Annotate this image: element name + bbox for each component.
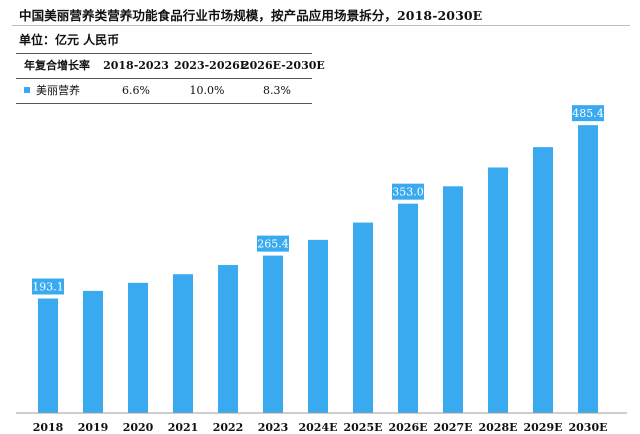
x-tick-label: 2026E xyxy=(389,421,428,434)
x-tick-label: 2019 xyxy=(78,421,109,434)
table-rule-mid xyxy=(16,78,312,79)
x-tick-label: 2024E xyxy=(299,421,338,434)
bar-2028E xyxy=(488,167,508,413)
data-label-2030E: 485.4 xyxy=(572,105,604,122)
legend-entry: 美丽营养 xyxy=(24,79,80,103)
table-header-period-2: 2023-2026E xyxy=(174,59,249,72)
x-tick-label: 2027E xyxy=(434,421,473,434)
x-tick-label: 2018 xyxy=(33,421,64,434)
data-label-box xyxy=(392,183,424,200)
cagr-value-3: 8.3% xyxy=(263,84,291,97)
table-header-label: 年复合增长率 xyxy=(24,59,90,72)
bar-2026E xyxy=(398,203,418,413)
bar-2024E xyxy=(308,239,328,413)
cagr-table: 年复合增长率 2018-2023 2023-2026E 2026E-2030E … xyxy=(16,53,325,104)
cagr-value-1: 6.6% xyxy=(122,84,150,97)
data-label-box xyxy=(32,278,64,295)
data-label-2018: 193.1 xyxy=(32,278,64,295)
bar-2027E xyxy=(443,186,463,413)
data-label-2023: 265.4 xyxy=(257,235,289,252)
legend-label: 美丽营养 xyxy=(36,84,80,97)
table-header-period-3: 2026E-2030E xyxy=(242,59,325,72)
table-rule-bottom xyxy=(16,103,312,104)
x-tick-label: 2025E xyxy=(344,421,383,434)
bar-2020 xyxy=(128,282,148,413)
bar-2023 xyxy=(263,255,283,413)
title-divider xyxy=(12,25,630,26)
bar-2025E xyxy=(353,222,373,413)
data-label-box xyxy=(257,235,289,252)
table-header-row: 年复合增长率 2018-2023 2023-2026E 2026E-2030E xyxy=(16,54,325,78)
x-tick-label: 2020 xyxy=(123,421,154,434)
x-tick-label: 2029E xyxy=(524,421,563,434)
data-label-text: 353.0 xyxy=(392,186,424,199)
bar-2030E xyxy=(578,125,598,413)
x-tick-label: 2030E xyxy=(569,421,608,434)
x-axis-tick-labels: 2018 2019 2020 2021 2022 2023 2024E 2025E 2026E 2… xyxy=(33,421,608,434)
bar-2021 xyxy=(173,274,193,413)
x-tick-label: 2028E xyxy=(479,421,518,434)
table-rule-top xyxy=(16,53,312,54)
data-label-text: 193.1 xyxy=(32,280,64,293)
chart-title: 中国美丽营养类营养功能食品行业市场规模，按产品应用场景拆分，2018-2030E xyxy=(19,8,483,23)
bar-2022 xyxy=(218,265,238,413)
unit-label: 单位：亿元 人民币 xyxy=(19,33,120,47)
data-label-text: 265.4 xyxy=(257,238,289,251)
cagr-value-2: 10.0% xyxy=(189,84,225,97)
x-tick-label: 2021 xyxy=(168,421,199,434)
table-row: 美丽营养 6.6% 10.0% 8.3% xyxy=(16,79,312,103)
data-label-2026E: 353.0 xyxy=(392,183,424,200)
bar-2018 xyxy=(38,298,58,413)
data-labels: 193.1 265.4 353.0 485.4 xyxy=(32,105,604,295)
legend-swatch xyxy=(24,87,30,93)
bar-2029E xyxy=(533,147,553,414)
x-tick-label: 2023 xyxy=(258,421,289,434)
data-label-box xyxy=(572,105,604,122)
bar-2019 xyxy=(83,290,103,413)
data-label-text: 485.4 xyxy=(572,107,604,120)
table-header-period-1: 2018-2023 xyxy=(103,59,169,72)
x-tick-label: 2022 xyxy=(213,421,244,434)
bar-series xyxy=(38,125,598,414)
